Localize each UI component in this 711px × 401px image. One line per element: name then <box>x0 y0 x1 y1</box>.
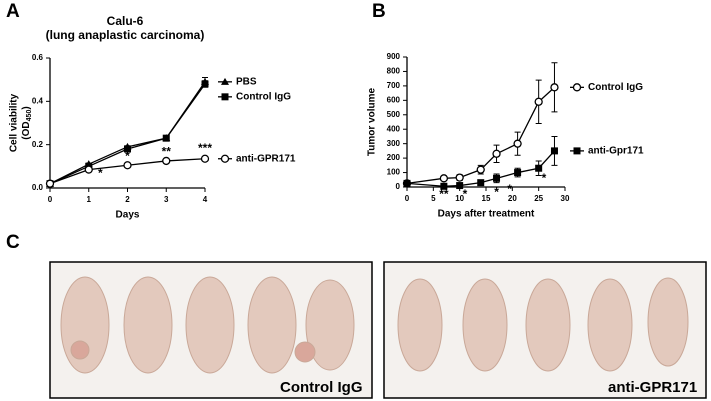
y-tick-label: 600 <box>387 95 401 104</box>
y-tick-label: 200 <box>387 153 401 162</box>
y-tick-label: 900 <box>387 52 401 61</box>
y-tick-label: 100 <box>387 168 401 177</box>
significance: * <box>463 187 468 201</box>
marker <box>572 83 582 92</box>
chart-title: Calu-6 <box>107 14 144 28</box>
x-tick-label: 30 <box>561 194 570 203</box>
significance: *** <box>198 141 212 155</box>
x-tick-label: 1 <box>87 195 92 204</box>
y-tick-label: 300 <box>387 139 401 148</box>
x-tick-label: 25 <box>534 194 543 203</box>
significance: * <box>125 149 130 163</box>
y-tick-label: 0.2 <box>32 140 44 149</box>
y-axis-unit-part: ) <box>21 106 32 109</box>
marker <box>124 145 131 153</box>
marker <box>534 97 543 106</box>
x-tick-label: 3 <box>164 195 169 204</box>
panel-label: A <box>6 1 20 22</box>
marker <box>220 154 230 163</box>
legend-label: anti-GPR171 <box>236 153 296 164</box>
marker <box>514 169 522 177</box>
marker <box>492 149 501 158</box>
marker <box>200 154 210 163</box>
x-tick-label: 15 <box>482 194 491 203</box>
x-axis-label: Days after treatment <box>438 209 535 220</box>
y-axis-unit-sub: 450 <box>26 110 33 122</box>
x-tick-label: 0 <box>48 195 53 204</box>
y-tick-label: 500 <box>387 110 401 119</box>
x-tick-label: 10 <box>455 194 464 203</box>
marker <box>162 134 170 142</box>
photo-label: anti-GPR171 <box>608 379 697 396</box>
significance: ** <box>162 144 172 158</box>
marker <box>440 182 448 190</box>
marker <box>221 93 229 101</box>
significance: * <box>507 182 512 196</box>
y-axis-unit: (OD450) <box>21 106 34 139</box>
x-tick-label: 4 <box>203 195 208 204</box>
photo-panel: Control IgG anti-GPR171 <box>49 261 707 399</box>
marker <box>493 174 501 182</box>
marker <box>403 179 411 187</box>
marker <box>550 147 558 155</box>
legend-label: anti-Gpr171 <box>588 146 644 157</box>
x-tick-label: 5 <box>431 194 436 203</box>
significance: ** <box>439 187 449 201</box>
y-tick-label: 0.6 <box>32 53 44 62</box>
marker <box>513 139 522 148</box>
marker <box>456 182 464 190</box>
photo-label: Control IgG <box>280 379 363 396</box>
significance: * <box>542 171 547 185</box>
marker <box>439 174 449 183</box>
x-tick-label: 20 <box>508 194 517 203</box>
x-tick-label: 2 <box>125 195 130 204</box>
marker <box>535 164 543 172</box>
marker <box>45 179 55 188</box>
x-tick-label: 0 <box>405 194 410 203</box>
legend-label: Control IgG <box>588 82 643 93</box>
marker <box>455 173 464 182</box>
marker <box>477 179 485 187</box>
y-axis-unit-part: (OD <box>21 121 32 139</box>
panel-label: B <box>372 1 386 22</box>
y-tick-label: 800 <box>387 67 401 76</box>
legend-label: PBS <box>236 76 257 87</box>
legend-label: Control IgG <box>236 91 291 102</box>
y-tick-label: 0.4 <box>32 96 44 105</box>
y-tick-label: 400 <box>387 124 401 133</box>
y-tick-label: 0 <box>396 182 401 191</box>
x-axis-label: Days <box>116 210 140 221</box>
chart-subtitle: (lung anaplastic carcinoma) <box>46 28 205 42</box>
y-axis-label: Cell viability <box>9 93 20 152</box>
marker <box>573 147 581 155</box>
marker <box>123 161 132 170</box>
y-tick-label: 700 <box>387 81 401 90</box>
marker <box>221 77 229 85</box>
significance: * <box>98 166 103 180</box>
significance: * <box>494 185 499 199</box>
marker <box>476 165 485 174</box>
marker <box>162 156 171 166</box>
y-axis-label: Tumor volume <box>367 87 378 156</box>
marker <box>201 80 209 88</box>
marker <box>84 165 93 174</box>
panel-label: C <box>6 232 20 253</box>
marker <box>550 83 559 92</box>
y-tick-label: 0.0 <box>32 183 44 192</box>
